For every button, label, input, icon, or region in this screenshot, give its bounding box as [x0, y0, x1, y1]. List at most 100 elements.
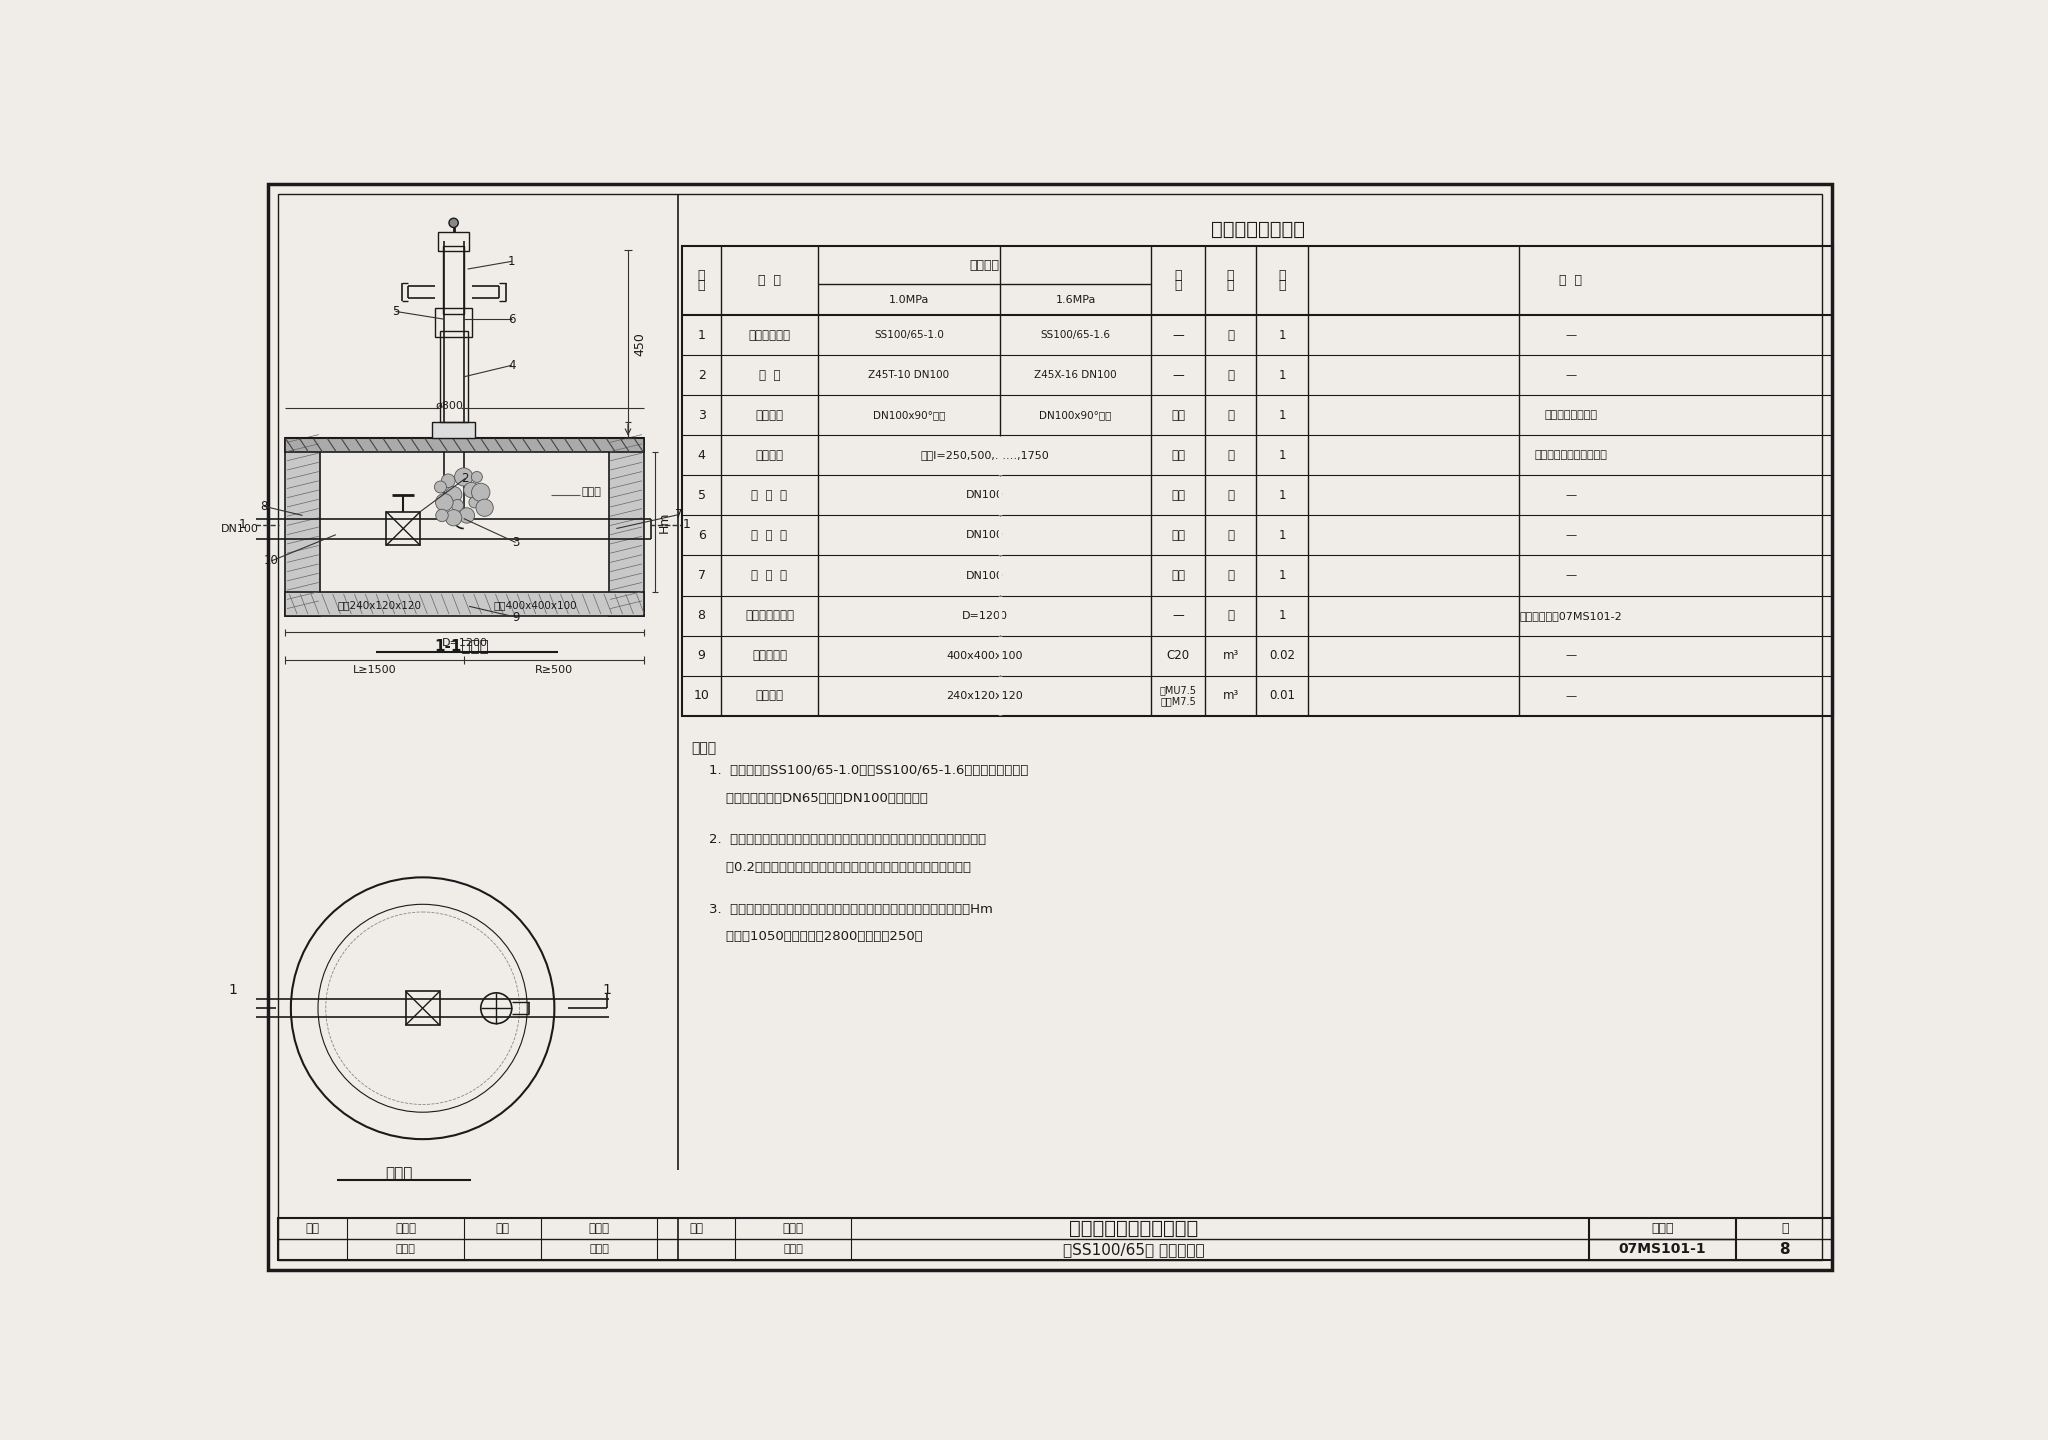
Text: 根: 根 [1227, 569, 1235, 582]
Text: 规　　格: 规 格 [969, 259, 999, 272]
Text: 韩振旺: 韩振旺 [590, 1244, 608, 1254]
Text: 单: 单 [1227, 269, 1235, 282]
Text: 3: 3 [698, 409, 707, 422]
Bar [285, 592, 643, 615]
Text: —: — [1565, 530, 1577, 540]
Text: 泄水口: 泄水口 [582, 487, 602, 497]
Text: Z45T-10 DN100: Z45T-10 DN100 [868, 370, 950, 380]
Circle shape [469, 497, 479, 508]
Text: 6: 6 [698, 528, 707, 541]
Text: 主要设备及材料表: 主要设备及材料表 [1210, 219, 1305, 239]
Text: 套: 套 [1227, 328, 1235, 341]
Text: 长度l=250,500,……,1750: 长度l=250,500,……,1750 [920, 451, 1049, 461]
Text: D=1200: D=1200 [442, 638, 487, 648]
Text: 个: 个 [1227, 490, 1235, 503]
Text: 座: 座 [1227, 609, 1235, 622]
Text: DN100x90°双盘: DN100x90°双盘 [1040, 410, 1112, 420]
Text: 450: 450 [633, 331, 645, 356]
Text: 1: 1 [1278, 328, 1286, 341]
Text: —: — [1171, 328, 1184, 341]
Text: 1.6MPa: 1.6MPa [1055, 295, 1096, 305]
Text: DN100: DN100 [965, 530, 1004, 540]
Text: 8: 8 [260, 500, 268, 513]
Text: ø800: ø800 [436, 400, 463, 410]
Text: 个: 个 [1227, 369, 1235, 382]
Text: —: — [1565, 691, 1577, 701]
Text: m³: m³ [1223, 690, 1239, 703]
Text: SS100/65-1.6: SS100/65-1.6 [1040, 330, 1110, 340]
Bar [438, 232, 469, 252]
Text: 9: 9 [512, 611, 520, 624]
Text: 名  称: 名 称 [758, 274, 780, 287]
Text: SS100/65-1.0: SS100/65-1.0 [874, 330, 944, 340]
Bar [434, 308, 473, 337]
Text: DN100: DN100 [221, 524, 258, 534]
Text: 铸铁: 铸铁 [1171, 449, 1186, 462]
Text: 1: 1 [682, 518, 690, 531]
Text: 金三素: 金三素 [395, 1244, 416, 1254]
Text: 详见国标图集07MS101-2: 详见国标图集07MS101-2 [1520, 611, 1622, 621]
Text: 2: 2 [698, 369, 707, 382]
Text: —: — [1565, 330, 1577, 340]
Text: 5: 5 [391, 305, 399, 318]
Text: 400x400x100: 400x400x100 [946, 651, 1022, 661]
Text: 8: 8 [1780, 1241, 1790, 1257]
Text: 3: 3 [512, 536, 520, 549]
Text: R≥500: R≥500 [535, 665, 573, 675]
Text: 备  注: 备 注 [1559, 274, 1583, 287]
Circle shape [459, 508, 475, 523]
Text: 10: 10 [694, 690, 709, 703]
Circle shape [444, 487, 463, 503]
Bar [387, 511, 420, 546]
Text: Z45X-16 DN100: Z45X-16 DN100 [1034, 370, 1116, 380]
Text: 2.  凡埋入土中的法兰接口涂沥青冷底子油及热沥青各两道，并用沥青麻布或: 2. 凡埋入土中的法兰接口涂沥青冷底子油及热沥青各两道，并用沥青麻布或 [709, 834, 987, 847]
Text: 砖砌支墩: 砖砌支墩 [756, 690, 784, 703]
Text: 可以从1050逐档加高到2800，每档为250。: 可以从1050逐档加高到2800，每档为250。 [709, 930, 924, 943]
Circle shape [440, 474, 455, 488]
Text: 接管长度由设计人员选定: 接管长度由设计人员选定 [1534, 451, 1608, 461]
Circle shape [446, 510, 461, 526]
Circle shape [463, 482, 479, 498]
Circle shape [455, 468, 473, 487]
Text: 1: 1 [240, 518, 246, 531]
Circle shape [475, 500, 494, 517]
Circle shape [471, 484, 489, 501]
Circle shape [471, 471, 483, 482]
Text: 数: 数 [1278, 269, 1286, 282]
Text: 个: 个 [1227, 409, 1235, 422]
Text: 该消火栓有两个DN65和一个DN100的出水口。: 该消火栓有两个DN65和一个DN100的出水口。 [709, 792, 928, 805]
Text: DN100x90°承盘: DN100x90°承盘 [872, 410, 944, 420]
Text: 刘小琳: 刘小琳 [782, 1223, 803, 1236]
Text: 支墩400x400x100: 支墩400x400x100 [494, 600, 578, 609]
Text: 图集号: 图集号 [1651, 1223, 1673, 1236]
Text: 量: 量 [1278, 279, 1286, 292]
Text: 韩彩叶: 韩彩叶 [782, 1244, 803, 1254]
Text: 铸铁: 铸铁 [1171, 409, 1186, 422]
Text: 圆形立式阀阀井: 圆形立式阀阀井 [745, 609, 795, 622]
Text: D=1200: D=1200 [961, 611, 1008, 621]
Text: 4: 4 [698, 449, 707, 462]
Text: 铸铁: 铸铁 [1171, 528, 1186, 541]
Circle shape [451, 500, 463, 511]
Text: 弯管底座: 弯管底座 [756, 409, 784, 422]
Text: 7: 7 [674, 508, 682, 521]
Text: 2: 2 [461, 472, 469, 485]
Text: C20: C20 [1167, 649, 1190, 662]
Text: 设计: 设计 [690, 1223, 702, 1236]
Text: —: — [1565, 651, 1577, 661]
Text: 短  管  甲: 短 管 甲 [752, 490, 786, 503]
Text: 说明：: 说明： [692, 742, 717, 755]
Bar [682, 246, 1833, 716]
Text: DN100: DN100 [965, 570, 1004, 580]
Bar [285, 438, 319, 615]
Text: 闸  阀: 闸 阀 [758, 369, 780, 382]
Text: 金学素: 金学素 [395, 1223, 416, 1236]
Text: 个: 个 [1227, 449, 1235, 462]
Text: —: — [1171, 609, 1184, 622]
Text: 1: 1 [1278, 490, 1286, 503]
Text: 材: 材 [1174, 269, 1182, 282]
Text: —: — [1171, 369, 1184, 382]
Text: 1: 1 [1278, 569, 1286, 582]
Text: 0.02: 0.02 [1270, 649, 1294, 662]
Text: Hm: Hm [657, 511, 672, 533]
